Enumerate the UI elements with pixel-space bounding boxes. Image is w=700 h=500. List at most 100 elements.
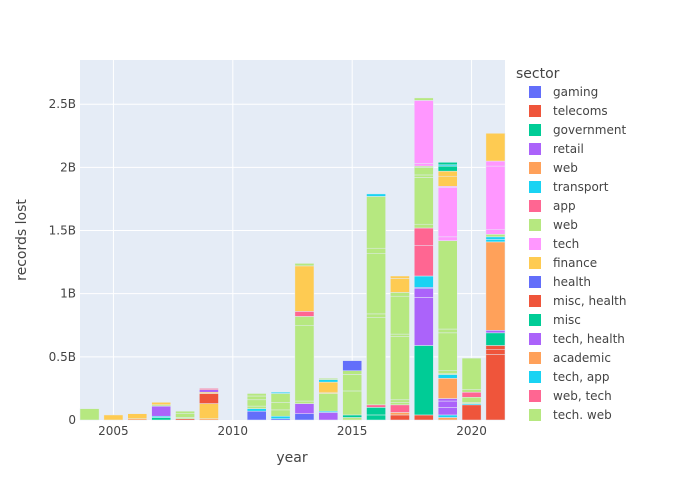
legend-label: web, tech [553,389,612,403]
legend-swatch [529,352,541,364]
bar-segment [437,417,458,421]
bar-segment [437,328,458,334]
legend-swatch [529,409,541,421]
bar-segment [414,223,434,229]
legend-swatch [529,295,541,307]
bar-segment [366,313,386,318]
bar-segment [246,408,267,412]
x-tick-labels: 2005 2010 2015 2020 [98,424,487,438]
bar-segment [414,97,434,101]
legend-swatch [529,333,541,345]
bar-segment [390,336,410,401]
legend-swatch [529,105,541,117]
bar-segment [294,311,315,317]
legend-swatch [529,390,541,402]
legend-label: telecoms [553,104,608,118]
bar-segment [246,399,267,407]
bar-segment [437,414,458,418]
bar-segment [175,410,195,414]
bar-segment [318,393,339,412]
bar-segment [366,414,386,421]
bar-segment [437,187,458,238]
legend-label: health [553,275,591,289]
bar-segment [485,160,506,167]
legend-swatch [529,124,541,136]
bar-segment [270,415,291,419]
bar-segment [366,193,386,197]
bar-segment [366,253,386,315]
bar-segment [294,263,315,267]
bar-segment [485,241,506,331]
legend-swatch [529,181,541,193]
legend-items: gaming telecoms government retail web transpo… [529,85,627,422]
bar-segment [437,170,458,177]
bar-segment [366,404,386,408]
bar-segment [390,414,410,421]
bar-segment [366,196,386,249]
y-tick-label: 2.5B [49,97,76,111]
bar-segment [485,234,506,238]
legend-label: web [553,218,578,232]
bar-segment [270,402,291,411]
bar-segment [103,414,124,421]
bar-segment [318,379,339,383]
bar-segment [342,390,362,416]
legend-label: tech, health [553,332,625,346]
legend-label: web [553,161,578,175]
bar-segment [437,175,458,187]
bar-segment [485,239,506,243]
bar-segment [414,414,434,421]
bar-segment [246,405,267,409]
bar-segment [127,413,148,419]
bar-segment [414,167,434,176]
bar-segment [151,402,171,406]
legend-label: finance [553,256,597,270]
legend-label: academic [553,351,611,365]
bar-segment [390,295,410,335]
bar-segment [437,378,458,399]
bar-segment [437,370,458,374]
bar-segment [151,405,171,417]
bar-segment [437,398,458,402]
bar-segment [414,275,434,288]
y-axis-title: records lost [14,199,30,281]
bar-segment [414,345,434,416]
legend-label: retail [553,142,584,156]
y-tick-label: 1B [60,287,76,301]
bar-segment [246,395,267,401]
legend-swatch [529,257,541,269]
bar-segment [437,165,458,172]
bar-segment [414,227,434,246]
plot-background [80,60,505,420]
bar-segment [246,410,267,421]
bar-segment [199,389,219,393]
bar-segment [485,354,506,421]
bar-segment [461,357,482,390]
bar-segment [199,403,219,419]
bar-segment [485,349,506,355]
x-axis-title: year [276,450,307,466]
bar-segment [414,297,434,346]
bar-segment [390,333,410,337]
legend-label: tech [553,237,579,251]
bar-segment [294,400,315,404]
bar-segment [294,316,315,326]
legend-label: tech. web [553,408,612,422]
legend-swatch [529,200,541,212]
bar-segment [414,177,434,225]
bar-segment [414,245,434,277]
legend: sector gaming telecoms government retail web… [516,66,627,422]
bar-segment [342,417,362,421]
x-tick-label: 2005 [98,424,129,438]
bar-segment [414,163,434,167]
bar-segment [318,412,339,421]
legend-swatch [529,86,541,98]
bar-segment [151,417,171,421]
bar-segment [366,247,386,254]
bar-segment [294,403,315,414]
bar-segment [390,275,410,279]
legend-swatch [529,219,541,231]
bar-segment [270,393,291,403]
legend-swatch [529,143,541,155]
